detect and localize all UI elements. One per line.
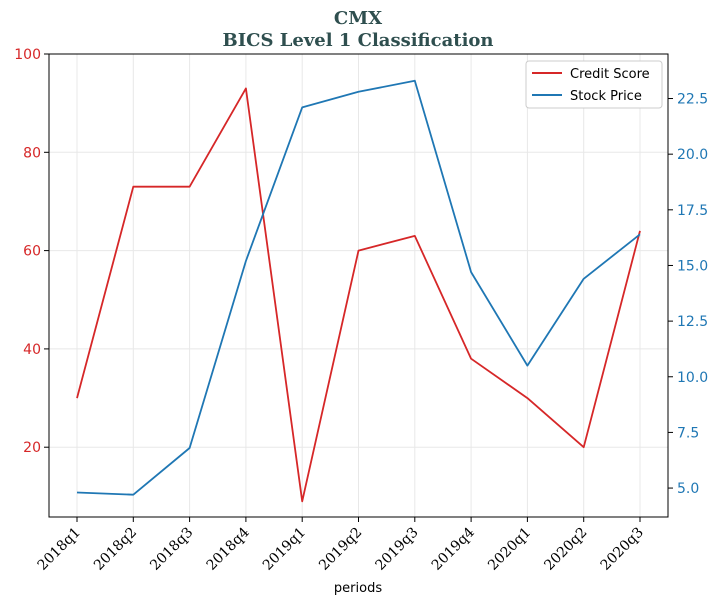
x-tick-label: 2018q4 <box>204 524 253 573</box>
right-tick-label: 17.5 <box>677 203 708 219</box>
left-tick-label: 100 <box>14 47 41 63</box>
x-tick-label: 2019q1 <box>260 525 309 574</box>
grid <box>49 53 668 517</box>
right-tick-label: 12.5 <box>677 314 708 330</box>
x-tick-label: 2019q3 <box>372 525 421 574</box>
legend: Credit Score Stock Price <box>525 60 663 109</box>
x-tick-label: 2020q3 <box>598 525 647 574</box>
right-tick-label: 22.5 <box>677 92 708 108</box>
left-tick-label: 20 <box>23 440 41 456</box>
x-tick-label: 2019q4 <box>429 524 478 573</box>
chart-title: CMX <box>334 8 382 29</box>
right-tick-label: 7.5 <box>677 425 699 441</box>
x-tick-label: 2018q1 <box>35 525 84 574</box>
left-axis: 20 40 60 80 100 <box>14 47 49 456</box>
legend-label: Credit Score <box>570 67 650 82</box>
left-tick-label: 40 <box>23 342 41 358</box>
left-tick-label: 80 <box>23 145 41 161</box>
x-tick-label: 2020q2 <box>541 525 590 574</box>
right-tick-label: 20.0 <box>677 147 708 163</box>
right-tick-label: 15.0 <box>677 258 708 274</box>
chart-subtitle: BICS Level 1 Classification <box>222 30 493 51</box>
right-axis: 5.0 7.5 10.0 12.5 15.0 17.5 20.0 22.5 <box>668 92 708 497</box>
plot-lines <box>76 79 641 503</box>
right-tick-label: 5.0 <box>677 481 699 497</box>
x-tick-label: 2019q2 <box>316 525 365 574</box>
x-axis-label: periods <box>334 581 382 596</box>
x-tick-label: 2020q1 <box>485 525 534 574</box>
x-tick-label: 2018q3 <box>147 525 196 574</box>
left-tick-label: 60 <box>23 244 41 260</box>
x-axis: 2018q1 2018q2 2018q3 2018q4 2019q1 2019q2 2019… <box>35 517 647 574</box>
series-line-credit-score <box>76 87 641 503</box>
x-tick-label: 2018q2 <box>91 525 140 574</box>
legend-label: Stock Price <box>570 89 642 104</box>
series-line-stock-price <box>76 79 641 496</box>
right-tick-label: 10.0 <box>677 370 708 386</box>
